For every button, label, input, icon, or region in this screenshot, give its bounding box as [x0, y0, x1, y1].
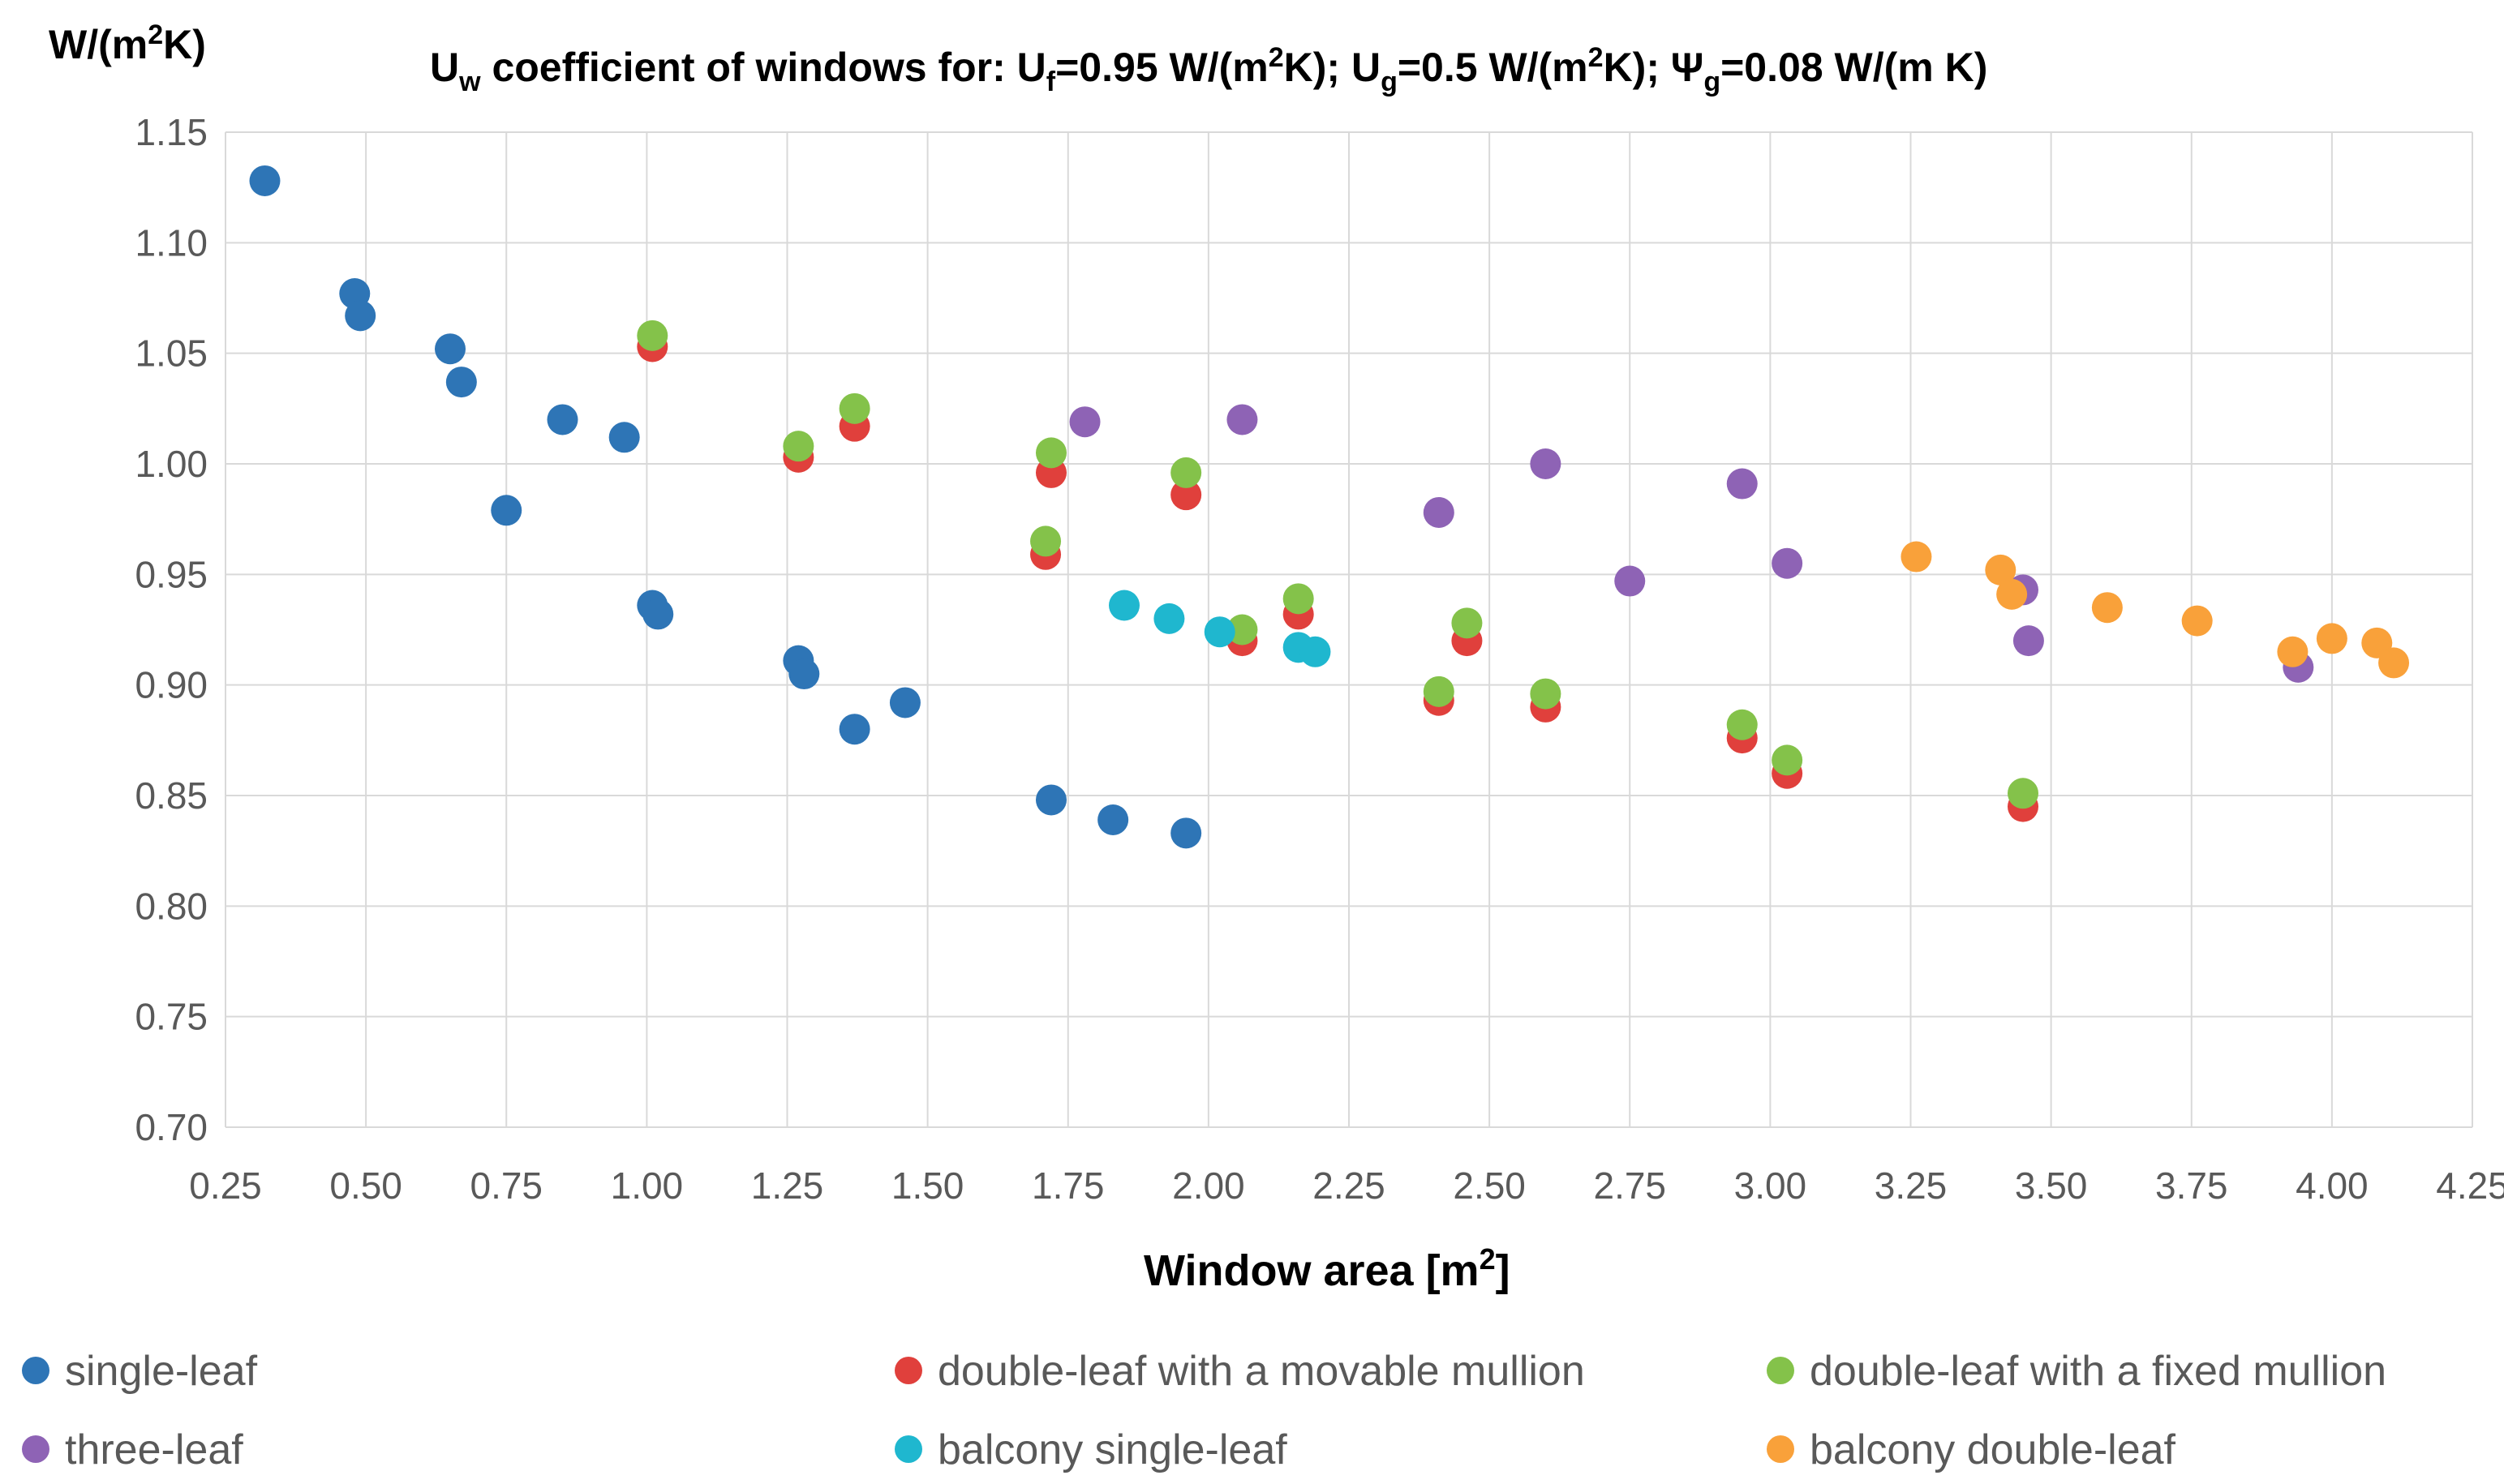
legend-marker — [895, 1435, 922, 1463]
y-tick-label: 0.85 — [135, 774, 208, 817]
data-point-series-0 — [547, 404, 578, 435]
data-point-series-0 — [435, 333, 466, 365]
chart-title: Uw coefficient of windows for: Uf=0.95 W… — [430, 42, 1987, 97]
gridlines — [225, 131, 2473, 1128]
data-point-series-5 — [2316, 623, 2347, 654]
x-tick-label: 2.50 — [1453, 1164, 1526, 1207]
legend-label: three-leaf — [65, 1426, 243, 1473]
data-point-series-4 — [1109, 590, 1140, 621]
y-tick-label: 1.00 — [135, 443, 208, 485]
data-point-series-0 — [345, 300, 376, 332]
y-tick-label: 0.95 — [135, 553, 208, 595]
data-points — [249, 165, 2410, 849]
data-point-series-2 — [637, 320, 668, 351]
x-tick-labels: 0.25 0.50 0.75 1.00 1.25 1.50 1.75 2.00 2.25 2.50… — [189, 1164, 2504, 1207]
data-point-series-3 — [1772, 547, 1803, 579]
y-tick-label: 1.05 — [135, 332, 208, 375]
x-tick-label: 0.75 — [470, 1164, 543, 1207]
legend-marker — [1767, 1357, 1794, 1384]
data-point-series-0 — [1170, 817, 1202, 849]
data-point-series-4 — [1299, 636, 1331, 667]
data-point-series-3 — [1530, 448, 1561, 479]
legend: single-leaf double-leaf with a movable mu… — [22, 1348, 2386, 1473]
y-tick-label: 0.70 — [135, 1106, 208, 1148]
data-point-series-2 — [1226, 614, 1258, 645]
data-point-series-2 — [1035, 437, 1067, 469]
data-point-series-4 — [1204, 616, 1235, 648]
data-point-series-5 — [2378, 647, 2410, 679]
data-point-series-3 — [1069, 406, 1101, 438]
x-tick-label: 3.75 — [2155, 1164, 2228, 1207]
legend-marker — [895, 1357, 922, 1384]
data-point-series-0 — [608, 422, 640, 453]
x-tick-label: 1.50 — [891, 1164, 964, 1207]
data-point-series-0 — [249, 165, 281, 196]
data-point-series-2 — [1726, 709, 1758, 740]
x-tick-label: 2.75 — [1593, 1164, 1666, 1207]
legend-marker — [22, 1435, 49, 1463]
y-tick-label: 1.10 — [135, 221, 208, 264]
data-point-series-0 — [889, 687, 921, 718]
data-point-series-2 — [1030, 525, 1062, 557]
legend-label: double-leaf with a movable mullion — [938, 1348, 1585, 1395]
x-tick-label: 1.00 — [611, 1164, 684, 1207]
y-tick-label: 0.90 — [135, 664, 208, 706]
data-point-series-3 — [1726, 468, 1758, 500]
data-point-series-2 — [783, 431, 814, 462]
legend-marker — [1767, 1435, 1794, 1463]
legend-label: balcony double-leaf — [1810, 1426, 2176, 1473]
data-point-series-2 — [1282, 583, 1314, 615]
data-point-series-2 — [1170, 457, 1202, 488]
data-point-series-4 — [1153, 603, 1185, 634]
x-tick-label: 0.50 — [329, 1164, 402, 1207]
data-point-series-5 — [2091, 592, 2123, 624]
data-point-series-0 — [642, 598, 674, 630]
x-tick-label: 3.50 — [2015, 1164, 2088, 1207]
legend-label: single-leaf — [65, 1348, 258, 1395]
x-tick-label: 3.00 — [1734, 1164, 1807, 1207]
data-point-series-2 — [839, 392, 870, 424]
data-point-series-5 — [2181, 605, 2213, 637]
data-point-series-0 — [839, 714, 870, 745]
x-tick-label: 1.75 — [1032, 1164, 1105, 1207]
x-tick-label: 0.25 — [189, 1164, 262, 1207]
data-point-series-5 — [1985, 554, 2017, 585]
data-point-series-2 — [1451, 607, 1483, 639]
data-point-series-0 — [1035, 784, 1067, 816]
y-tick-label: 1.15 — [135, 111, 208, 153]
data-point-series-3 — [1226, 404, 1258, 435]
data-point-series-3 — [2012, 625, 2044, 657]
data-point-series-5 — [1901, 541, 1932, 573]
x-tick-label: 2.00 — [1172, 1164, 1245, 1207]
y-tick-label: 0.75 — [135, 996, 208, 1038]
y-tick-label: 0.80 — [135, 885, 208, 927]
y-axis-label: W/(m2K) — [49, 19, 206, 67]
data-point-series-5 — [1996, 578, 2028, 610]
x-tick-label: 1.25 — [751, 1164, 824, 1207]
data-point-series-0 — [1097, 804, 1129, 835]
data-point-series-5 — [2277, 636, 2309, 667]
x-axis-label: Window area [m2] — [1144, 1242, 1510, 1295]
data-point-series-2 — [1423, 676, 1454, 707]
y-tick-labels: 0.70 0.75 0.80 0.85 0.90 0.95 1.00 1.05 1.10 1.15 — [135, 111, 208, 1148]
x-tick-label: 2.25 — [1312, 1164, 1385, 1207]
data-point-series-0 — [788, 658, 820, 690]
data-point-series-0 — [445, 367, 477, 398]
data-point-series-1 — [1170, 479, 1202, 511]
legend-label: balcony single-leaf — [938, 1426, 1287, 1473]
x-tick-label: 4.00 — [2296, 1164, 2369, 1207]
x-tick-label: 3.25 — [1875, 1164, 1948, 1207]
data-point-series-0 — [491, 495, 522, 526]
legend-marker — [22, 1357, 49, 1384]
data-point-series-2 — [1530, 678, 1561, 710]
data-point-series-2 — [1772, 744, 1803, 776]
data-point-series-3 — [1423, 496, 1454, 528]
data-point-series-2 — [2008, 778, 2038, 809]
x-tick-label: 4.25 — [2436, 1164, 2504, 1207]
data-point-series-3 — [1614, 565, 1646, 597]
legend-label: double-leaf with a fixed mullion — [1810, 1348, 2386, 1395]
